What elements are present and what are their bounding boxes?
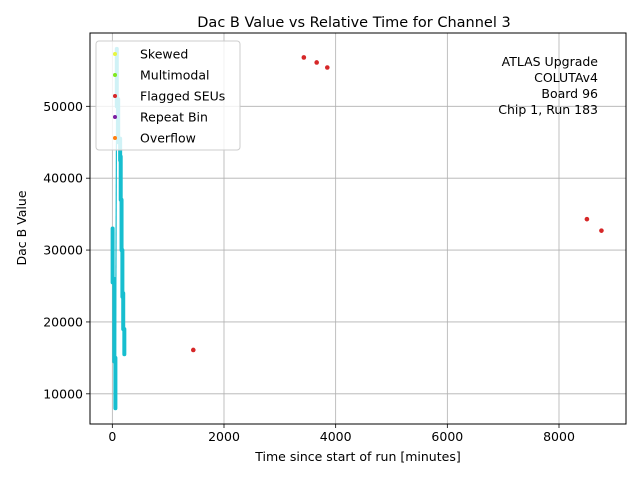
main-series-connector [121, 293, 124, 297]
annotation-line: COLUTAv4 [534, 70, 598, 85]
y-tick-label: 20000 [43, 314, 83, 329]
x-axis: 0 2000 4000 6000 8000 [108, 424, 575, 444]
y-tick-label: 40000 [43, 171, 83, 186]
legend-marker [113, 94, 117, 98]
legend-frame [95, 40, 241, 151]
flagged-seu-point [584, 216, 590, 222]
flagged-seu-point [190, 347, 196, 353]
x-tick-label: 2000 [208, 429, 240, 444]
flagged-seu-point [599, 228, 604, 233]
x-tick-label: 0 [108, 429, 116, 444]
chart-title: Dac B Value vs Relative Time for Channel… [197, 15, 510, 31]
x-tick-label: 6000 [431, 429, 463, 444]
y-axis: 10000 20000 30000 40000 50000 [43, 99, 90, 401]
legend-marker [113, 52, 117, 56]
grid-lines [90, 33, 626, 424]
annotation-line: Chip 1, Run 183 [498, 102, 598, 117]
legend-marker [113, 136, 117, 140]
y-tick-label: 50000 [43, 99, 83, 114]
flagged-seu-point [324, 65, 330, 70]
plot-area-frame [89, 32, 627, 425]
legend-marker [113, 115, 117, 119]
legend-label: Skewed [140, 47, 188, 62]
main-series-connector [119, 156, 122, 161]
legend-label: Flagged SEUs [140, 89, 225, 104]
legend-label: Overflow [140, 131, 196, 146]
x-axis-label: Time since start of run [minutes] [254, 449, 460, 464]
flagged-seu-point [301, 55, 307, 60]
annotation-line: Board 96 [541, 86, 598, 101]
legend-marker [113, 73, 117, 77]
x-tick-label: 8000 [543, 429, 575, 444]
y-tick-label: 30000 [43, 243, 83, 258]
legend-label: Repeat Bin [140, 110, 208, 125]
flagged-seu-point [314, 60, 319, 65]
main-series-connector [112, 278, 115, 283]
legend-label: Multimodal [140, 68, 209, 83]
y-axis-label: Dac B Value [14, 190, 29, 265]
y-tick-label: 10000 [43, 386, 83, 401]
annotation-line: ATLAS Upgrade [502, 54, 599, 69]
legend: Skewed Multimodal Flagged SEUs Repeat Bin Ov… [95, 40, 241, 151]
x-tick-label: 4000 [320, 429, 352, 444]
